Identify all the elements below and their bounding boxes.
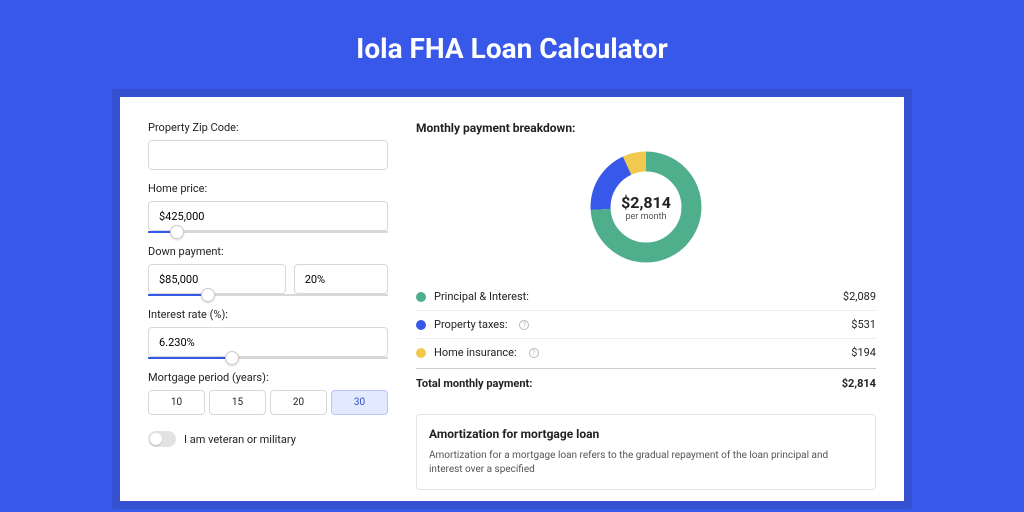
calculator-card: Property Zip Code: Home price: Down paym… xyxy=(120,97,904,501)
down-payment-slider[interactable] xyxy=(148,294,388,296)
down-payment-percent-input[interactable] xyxy=(294,264,388,294)
amortization-box: Amortization for mortgage loan Amortizat… xyxy=(416,414,876,490)
down-payment-amount-input[interactable] xyxy=(148,264,286,294)
legend-dot xyxy=(416,320,426,330)
form-panel: Property Zip Code: Home price: Down paym… xyxy=(148,121,388,477)
breakdown-value: $2,089 xyxy=(843,290,876,303)
home-price-input[interactable] xyxy=(148,201,388,231)
veteran-toggle[interactable] xyxy=(148,431,176,447)
interest-rate-label: Interest rate (%): xyxy=(148,308,388,321)
mortgage-period-10[interactable]: 10 xyxy=(148,390,205,415)
total-label: Total monthly payment: xyxy=(416,377,532,390)
donut-chart: $2,814 per month xyxy=(416,147,876,267)
home-price-slider[interactable] xyxy=(148,231,388,233)
breakdown-row: Principal & Interest: $2,089 xyxy=(416,283,876,311)
page-title: Iola FHA Loan Calculator xyxy=(0,0,1024,89)
total-value: $2,814 xyxy=(842,377,876,390)
veteran-label: I am veteran or military xyxy=(184,433,296,446)
donut-sublabel: per month xyxy=(625,212,666,222)
mortgage-period-15[interactable]: 15 xyxy=(209,390,266,415)
home-price-label: Home price: xyxy=(148,182,388,195)
donut-amount: $2,814 xyxy=(621,193,671,212)
breakdown-label: Principal & Interest: xyxy=(434,290,529,303)
info-icon[interactable]: ? xyxy=(529,348,539,358)
zip-input[interactable] xyxy=(148,140,388,170)
zip-label: Property Zip Code: xyxy=(148,121,388,134)
amortization-title: Amortization for mortgage loan xyxy=(429,427,863,441)
info-icon[interactable]: ? xyxy=(519,320,529,330)
outer-card: Property Zip Code: Home price: Down paym… xyxy=(112,89,912,509)
legend-dot xyxy=(416,292,426,302)
mortgage-period-30[interactable]: 30 xyxy=(331,390,388,415)
breakdown-title: Monthly payment breakdown: xyxy=(416,121,876,135)
breakdown-label: Property taxes: xyxy=(434,318,507,331)
breakdown-label: Home insurance: xyxy=(434,346,517,359)
breakdown-value: $194 xyxy=(851,346,876,359)
mortgage-period-group: 10152030 xyxy=(148,390,388,415)
mortgage-period-20[interactable]: 20 xyxy=(270,390,327,415)
breakdown-row: Home insurance:? $194 xyxy=(416,339,876,366)
breakdown-row: Property taxes:? $531 xyxy=(416,311,876,339)
amortization-text: Amortization for a mortgage loan refers … xyxy=(429,449,863,477)
interest-rate-input[interactable] xyxy=(148,327,388,357)
interest-rate-slider[interactable] xyxy=(148,357,388,359)
breakdown-panel: Monthly payment breakdown: $2,814 per mo… xyxy=(416,121,876,477)
legend-dot xyxy=(416,348,426,358)
down-payment-label: Down payment: xyxy=(148,245,388,258)
breakdown-value: $531 xyxy=(851,318,876,331)
mortgage-period-label: Mortgage period (years): xyxy=(148,371,388,384)
